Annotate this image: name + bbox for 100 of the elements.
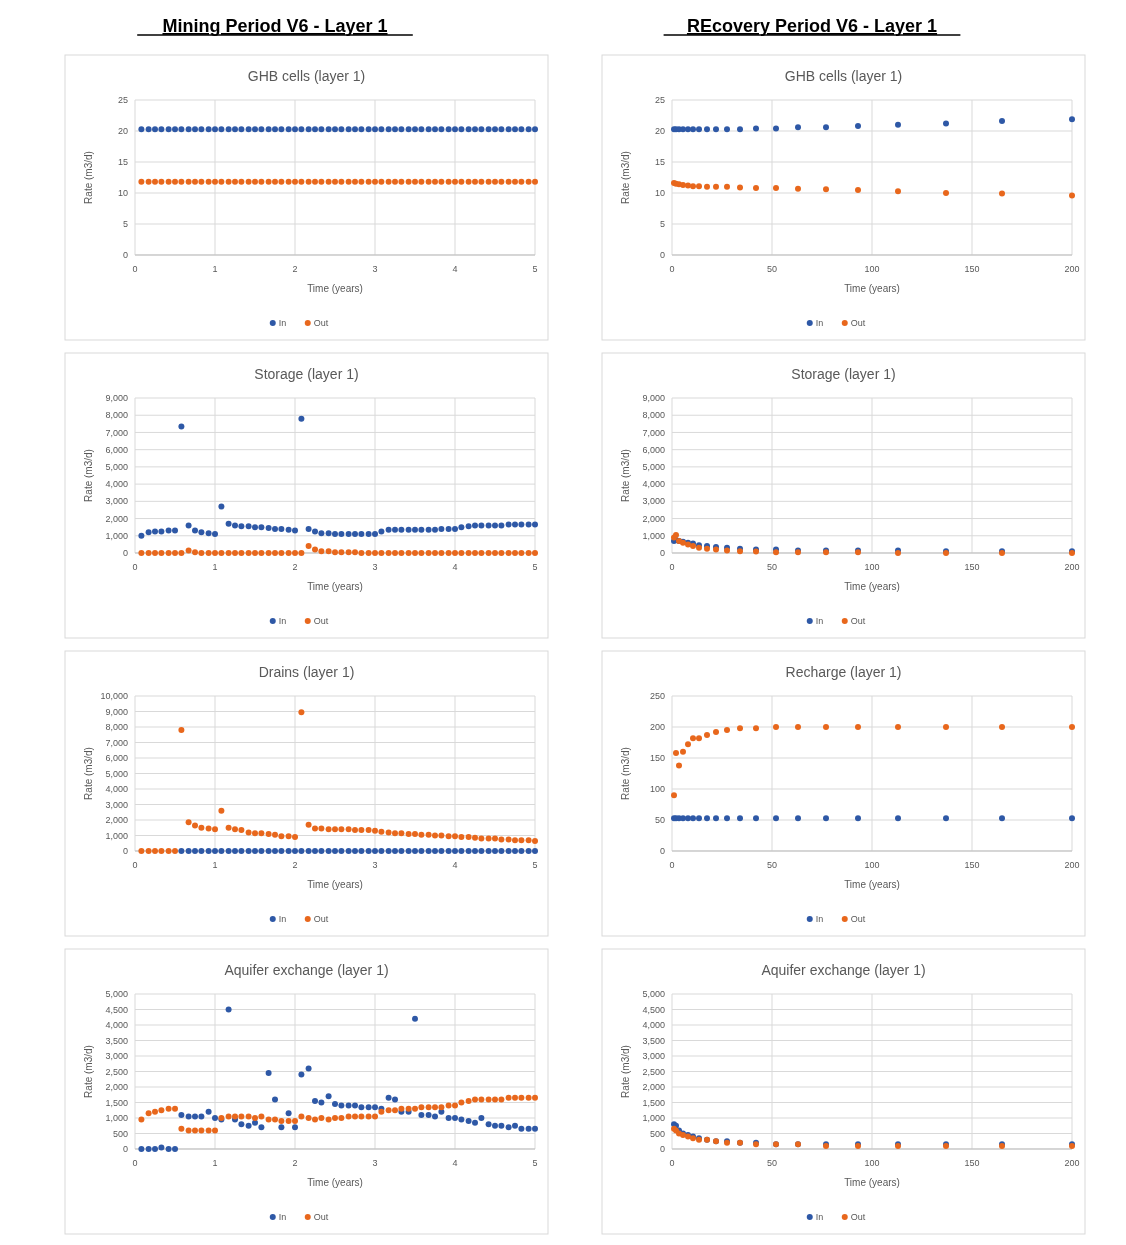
y-tick-label: 0: [659, 846, 665, 857]
x-tick-label: 50: [766, 562, 778, 572]
chart-title: GHB cells (layer 1): [784, 68, 903, 84]
y-axis-title: Rate (m3/d): [620, 747, 631, 800]
y-tick-label: 4,000: [105, 479, 128, 490]
y-axis-title: Rate (m3/d): [620, 449, 631, 502]
x-tick-label: 0: [132, 860, 138, 870]
x-tick-label: 3: [372, 860, 378, 870]
y-tick-label: 0: [659, 548, 665, 559]
chart-title: Drains (layer 1): [258, 664, 355, 680]
x-tick-label: 200: [1064, 1158, 1080, 1168]
x-tick-label: 150: [964, 264, 980, 274]
legend-label: Out: [313, 616, 329, 627]
y-tick-label: 0: [122, 250, 128, 261]
y-tick-label: 150: [649, 753, 665, 764]
y-tick-label: 15: [117, 157, 128, 168]
y-tick-label: 9,000: [642, 393, 665, 404]
x-tick-label: 50: [766, 1158, 778, 1168]
chart-title: Aquifer exchange (layer 1): [761, 962, 926, 978]
y-tick-label: 4,500: [642, 1004, 665, 1015]
x-tick-label: 50: [766, 860, 778, 870]
y-tick-label: 0: [122, 548, 128, 559]
x-tick-label: 0: [669, 1158, 675, 1168]
y-tick-label: 500: [649, 1128, 665, 1139]
y-tick-label: 2,500: [642, 1066, 665, 1077]
y-tick-label: 2,000: [105, 815, 128, 826]
x-tick-label: 100: [864, 860, 880, 870]
text: REcovery Period V6 - Layer 1: [686, 16, 938, 36]
legend-label: In: [815, 318, 824, 329]
y-tick-label: 1,500: [105, 1097, 128, 1108]
y-tick-label: 25: [654, 95, 665, 106]
y-tick-label: 9,000: [105, 706, 128, 717]
y-axis-title: Rate (m3/d): [83, 1045, 94, 1098]
legend-label: Out: [313, 1212, 329, 1223]
y-tick-label: 2,500: [105, 1066, 128, 1077]
legend-label: Out: [850, 318, 866, 329]
legend-label: In: [278, 616, 287, 627]
y-tick-label: 10: [654, 188, 665, 199]
y-tick-label: 0: [122, 1144, 128, 1155]
y-tick-label: 25: [117, 95, 128, 106]
y-tick-label: 250: [649, 691, 665, 702]
y-tick-label: 4,000: [642, 1020, 665, 1031]
x-axis-title: Time (years): [307, 1177, 363, 1188]
legend-label: In: [278, 914, 287, 925]
legend-label: In: [815, 616, 824, 627]
legend-label: Out: [850, 1212, 866, 1223]
x-tick-label: 0: [132, 562, 138, 572]
y-tick-label: 20: [654, 126, 665, 137]
y-tick-label: 5: [122, 219, 128, 230]
x-tick-label: 200: [1064, 562, 1080, 572]
y-axis-title: Rate (m3/d): [83, 449, 94, 502]
x-tick-label: 5: [532, 264, 538, 274]
x-tick-label: 2: [292, 264, 298, 274]
x-tick-label: 0: [132, 264, 138, 274]
legend-label: In: [278, 1212, 287, 1223]
y-tick-label: 3,000: [642, 496, 665, 507]
chart-title: Storage (layer 1): [254, 366, 359, 382]
legend-label: In: [815, 1212, 824, 1223]
y-axis-title: Rate (m3/d): [620, 1045, 631, 1098]
x-tick-label: 1: [212, 562, 218, 572]
y-tick-label: 500: [112, 1128, 128, 1139]
x-tick-label: 0: [669, 860, 675, 870]
y-axis-title: Rate (m3/d): [620, 151, 631, 204]
chart-title: GHB cells (layer 1): [247, 68, 366, 84]
x-tick-label: 100: [864, 264, 880, 274]
x-tick-label: 150: [964, 860, 980, 870]
y-tick-label: 2,000: [105, 1082, 128, 1093]
text: Mining Period V6 - Layer 1: [162, 16, 388, 36]
y-tick-label: 3,500: [642, 1035, 665, 1046]
y-tick-label: 4,000: [105, 784, 128, 795]
x-tick-label: 1: [212, 264, 218, 274]
legend-label: In: [278, 318, 287, 329]
y-tick-label: 20: [117, 126, 128, 137]
y-tick-label: 6,000: [105, 753, 128, 764]
y-tick-label: 8,000: [642, 410, 665, 421]
y-tick-label: 2,000: [642, 513, 665, 524]
y-tick-label: 50: [654, 815, 665, 826]
y-tick-label: 1,000: [642, 1113, 665, 1124]
y-tick-label: 5,000: [105, 768, 128, 779]
x-axis-title: Time (years): [307, 879, 363, 890]
y-tick-label: 5,000: [105, 989, 128, 1000]
x-axis-title: Time (years): [844, 1177, 900, 1188]
x-tick-label: 200: [1064, 264, 1080, 274]
x-tick-label: 150: [964, 1158, 980, 1168]
x-tick-label: 4: [452, 264, 458, 274]
y-tick-label: 0: [122, 846, 128, 857]
y-tick-label: 15: [654, 157, 665, 168]
x-tick-label: 100: [864, 1158, 880, 1168]
x-axis-title: Time (years): [307, 581, 363, 592]
y-tick-label: 8,000: [105, 722, 128, 733]
y-tick-label: 0: [659, 250, 665, 261]
x-tick-label: 4: [452, 1158, 458, 1168]
x-tick-label: 4: [452, 562, 458, 572]
x-tick-label: 200: [1064, 860, 1080, 870]
x-tick-label: 2: [292, 860, 298, 870]
x-tick-label: 1: [212, 860, 218, 870]
y-tick-label: 4,500: [105, 1004, 128, 1015]
x-tick-label: 50: [766, 264, 778, 274]
y-tick-label: 5,000: [642, 989, 665, 1000]
x-tick-label: 3: [372, 562, 378, 572]
